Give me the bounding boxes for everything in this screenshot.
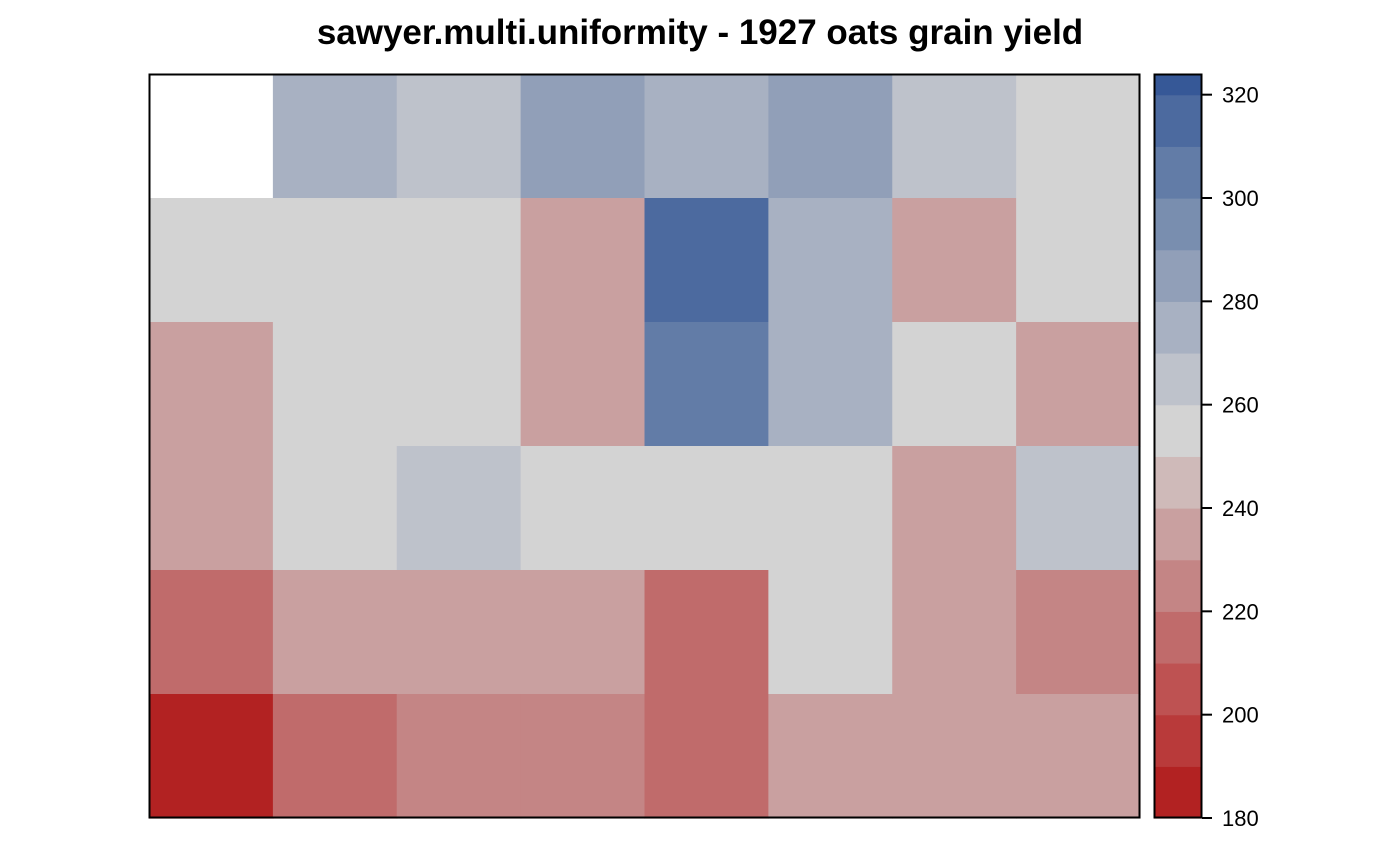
heatmap-cell [768,694,893,819]
heatmap-cell [396,446,522,571]
colorbar-frame [1153,73,1203,819]
heatmap-cell [149,570,274,695]
colorbar-bin [1154,404,1202,457]
heatmap-cell [396,322,522,447]
heatmap-cell [149,694,274,819]
heatmap-cell [768,322,893,447]
colorbar-bin [1154,146,1202,199]
colorbar-bin [1154,663,1202,716]
heatmap-cells [149,74,1141,819]
colorbar-axis: 180 200 220 240 260 280 300 320 [1202,83,1259,831]
heatmap-cell [272,694,398,819]
heatmap-cell [520,198,646,323]
colorbar-tick-label: 320 [1222,83,1259,108]
heatmap-cell [272,322,398,447]
colorbar-tick-label: 260 [1222,393,1259,418]
heatmap-cell [149,74,274,199]
colorbar-tick-label: 300 [1222,186,1259,211]
colorbar-bin [1154,94,1202,147]
heatmap-cell [644,570,769,695]
heatmap-cell [892,198,1017,323]
colorbar-bin [1154,508,1202,561]
heatmap-cell [892,446,1017,571]
heatmap-cell [644,446,769,571]
heatmap-cell [1016,198,1141,323]
colorbar-bin [1154,559,1202,612]
heatmap-cell [892,570,1017,695]
heatmap-cell [272,446,398,571]
heatmap-cell [396,694,522,819]
colorbar [1154,74,1202,819]
heatmap-cell [272,570,398,695]
heatmap-cell [149,446,274,571]
heatmap-cell [1016,570,1141,695]
colorbar-bin [1154,611,1202,664]
colorbar-tick-label: 220 [1222,599,1259,624]
heatmap-cell [520,74,646,199]
heatmap-cell [644,74,769,199]
heatmap-cell [520,322,646,447]
heatmap-cell [1016,74,1141,199]
heatmap-cell [396,74,522,199]
colorbar-bin [1154,714,1202,767]
heatmap-cell [768,74,893,199]
colorbar-tick-label: 200 [1222,703,1259,728]
heatmap-cell [644,322,769,447]
colorbar-bin [1154,766,1202,819]
heatmap-cell [644,694,769,819]
colorbar-bin [1154,353,1202,406]
heatmap-cell [149,322,274,447]
heatmap-cell [1016,694,1141,819]
heatmap-cell [1016,322,1141,447]
heatmap-cell [892,694,1017,819]
colorbar-bin [1154,198,1202,251]
heatmap-cell [768,570,893,695]
colorbar-tick-label: 280 [1222,289,1259,314]
colorbar-bin [1154,74,1202,96]
heatmap-cell [768,446,893,571]
colorbar-bin [1154,456,1202,509]
heatmap-cell [644,198,769,323]
heatmap-cell [768,198,893,323]
heatmap-cell [1016,446,1141,571]
colorbar-tick-label: 180 [1222,806,1259,831]
colorbar-bin [1154,301,1202,354]
heatmap-cell [892,322,1017,447]
heatmap-cell [272,74,398,199]
heatmap-cell [520,570,646,695]
heatmap-cell [272,198,398,323]
heatmap-cell [396,198,522,323]
chart-title: sawyer.multi.uniformity - 1927 oats grai… [317,13,1083,52]
colorbar-bin [1154,249,1202,302]
colorbar-tick-label: 240 [1222,496,1259,521]
heatmap-cell [892,74,1017,199]
heatmap-cell [520,446,646,571]
plot-frame [148,73,1141,819]
heatmap-cell [520,694,646,819]
heatmap-cell [149,198,274,323]
heatmap-cell [396,570,522,695]
